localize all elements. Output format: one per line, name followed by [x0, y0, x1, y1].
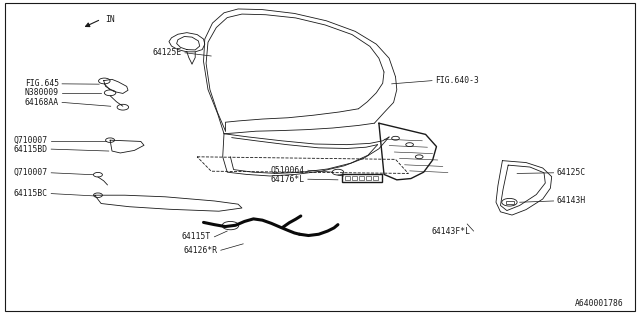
Bar [366, 176, 371, 180]
Text: 64115BD: 64115BD [14, 145, 48, 154]
Text: IN: IN [106, 15, 115, 24]
Bar [345, 176, 350, 180]
Text: A640001786: A640001786 [575, 299, 624, 308]
Bar [352, 176, 357, 180]
Text: 64115BC: 64115BC [14, 189, 48, 198]
Text: Q710007: Q710007 [14, 168, 48, 177]
Text: 64143H: 64143H [557, 196, 586, 205]
Bar [373, 176, 378, 180]
Text: 64125E: 64125E [152, 48, 182, 57]
Text: 64125C: 64125C [557, 168, 586, 177]
Text: 64115T: 64115T [182, 232, 211, 241]
Text: 64168AA: 64168AA [25, 98, 59, 107]
Text: 64143F*L: 64143F*L [431, 227, 470, 236]
Text: Q510064: Q510064 [271, 166, 305, 175]
Text: FIG.640-3: FIG.640-3 [435, 76, 479, 85]
Text: Q710007: Q710007 [14, 136, 48, 145]
Text: N380009: N380009 [25, 88, 59, 97]
Text: 64176*L: 64176*L [271, 175, 305, 184]
Bar [506, 201, 514, 204]
Text: FIG.645: FIG.645 [25, 79, 59, 88]
Bar [359, 176, 364, 180]
Text: 64126*R: 64126*R [184, 246, 218, 255]
Bar [342, 174, 382, 182]
